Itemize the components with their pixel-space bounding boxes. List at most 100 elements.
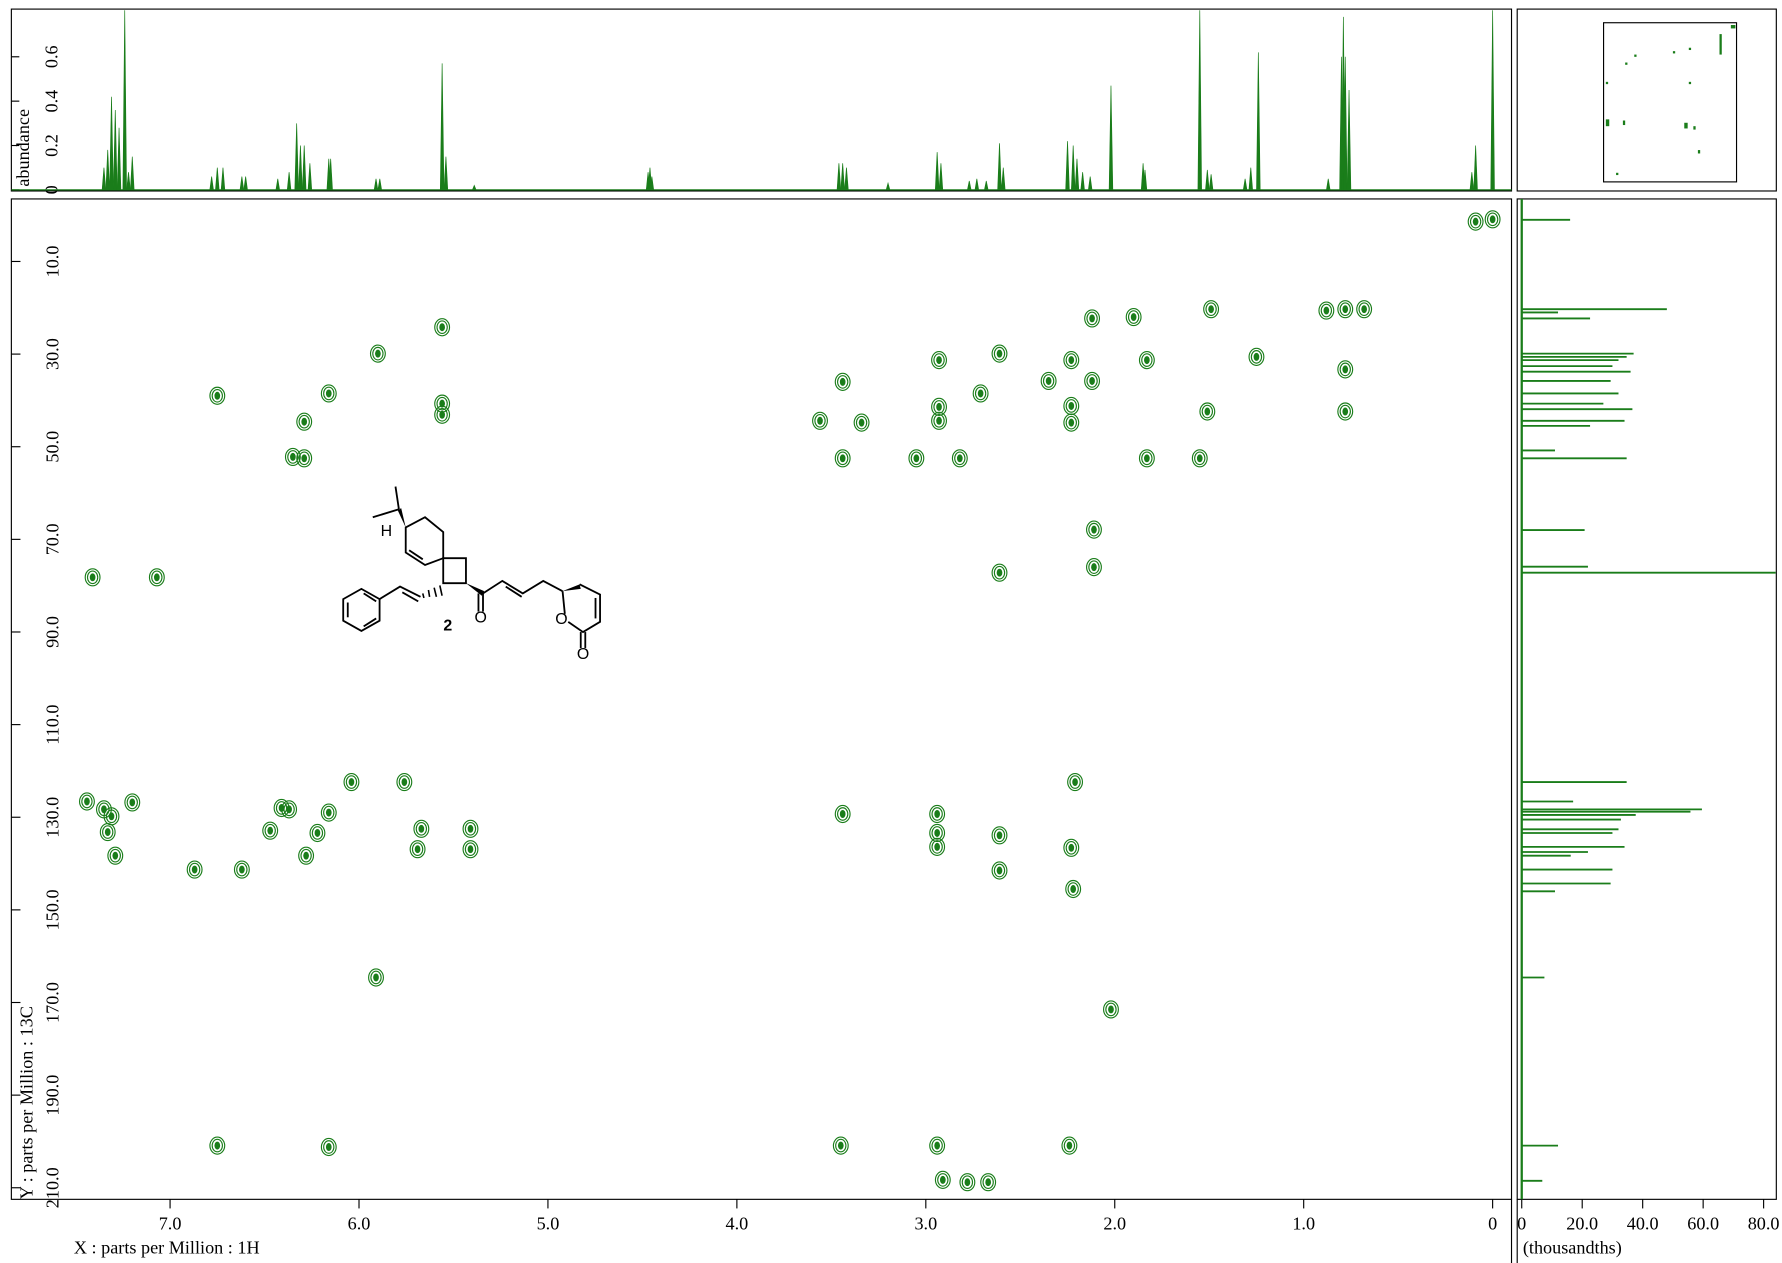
- hashed-bond: [421, 585, 443, 599]
- cross-peak: [839, 377, 846, 386]
- contour-ring: [396, 772, 413, 792]
- y-tick-label: 0.6: [42, 45, 62, 68]
- contour-ring: [1125, 307, 1142, 327]
- spectrum-peak: [239, 176, 245, 191]
- spectrum-peak: [997, 143, 1002, 191]
- contour-ring: [929, 823, 946, 843]
- contour-ring: [264, 823, 276, 838]
- spectrum-peak: [1473, 145, 1478, 191]
- contour-ring: [834, 804, 851, 824]
- bond: [363, 617, 377, 628]
- y-tick-label: 70.0: [43, 523, 63, 555]
- cross-peak: [1091, 563, 1097, 572]
- contour-ring: [124, 793, 141, 812]
- lactone-ring: [567, 583, 601, 634]
- contour-ring: [1086, 558, 1102, 577]
- contour-ring: [931, 411, 947, 430]
- x-tick-label: 6.0: [348, 1214, 371, 1234]
- contour-ring: [273, 798, 290, 818]
- contour-ring: [320, 1137, 337, 1157]
- cross-peak: [401, 778, 408, 787]
- contour-ring: [1318, 301, 1335, 320]
- cross-peak: [129, 798, 136, 807]
- spectrum-peak: [105, 149, 110, 191]
- spectrum-peak: [1080, 172, 1085, 191]
- spectrum-peak: [844, 167, 849, 191]
- contour-ring: [284, 447, 301, 467]
- contour-ring: [1486, 212, 1499, 227]
- contour-ring: [1337, 300, 1354, 319]
- contour-ring: [1141, 451, 1153, 466]
- cross-peak: [239, 865, 245, 874]
- cross-peak: [1489, 215, 1496, 224]
- contour-ring: [209, 386, 226, 405]
- contour-ring: [464, 822, 477, 836]
- contour-ring: [296, 412, 313, 431]
- cross-peak: [1342, 407, 1349, 416]
- cross-peak: [839, 454, 846, 463]
- spectrum-peak: [1205, 169, 1210, 191]
- contour-ring: [1088, 522, 1100, 537]
- contour-ring: [837, 451, 849, 466]
- spectrum-peak: [215, 167, 220, 191]
- cross-peak: [817, 416, 823, 425]
- contour-ring: [1469, 214, 1482, 229]
- spectrum-peak: [1469, 172, 1475, 191]
- contour-ring: [1203, 300, 1220, 319]
- cross-peak: [104, 828, 111, 837]
- cross-peak: [1472, 217, 1479, 226]
- plot-area: [11, 10, 1512, 191]
- cross-peak: [89, 573, 96, 582]
- bond: [561, 591, 566, 614]
- contour-ring: [1250, 350, 1263, 364]
- cross-peak: [1070, 885, 1077, 894]
- x-tick-label: 1.0: [1292, 1214, 1315, 1234]
- contour-ring: [1042, 374, 1055, 388]
- spectrum-peak: [298, 145, 303, 191]
- spectrum-peak: [967, 180, 972, 191]
- wedge: [465, 583, 485, 596]
- contour-ring: [369, 344, 386, 363]
- spectrum-peak: [934, 152, 940, 191]
- contour-ring: [81, 794, 93, 809]
- spectrum-peak: [1346, 90, 1352, 191]
- spectrum-peak: [836, 163, 842, 191]
- contour-ring: [436, 320, 448, 335]
- cross-peak: [414, 845, 421, 854]
- contour-ring: [1084, 371, 1101, 391]
- contour-ring: [1063, 351, 1080, 370]
- cross-peak: [418, 824, 425, 833]
- spectrum-peak: [1256, 52, 1261, 191]
- cross-peak: [913, 454, 920, 463]
- contour-ring: [1194, 451, 1206, 466]
- contour-ring: [1484, 210, 1501, 229]
- contour-ring: [1138, 351, 1155, 370]
- cross-peak: [934, 829, 940, 837]
- contour-ring: [1138, 449, 1155, 468]
- bond: [372, 508, 400, 519]
- x-tick-label: 3.0: [914, 1214, 937, 1234]
- overview-frame: [1516, 8, 1777, 192]
- cross-peak: [977, 389, 984, 398]
- contour-ring: [99, 822, 116, 842]
- spectrum-peak: [1326, 178, 1331, 191]
- contour-ring: [323, 805, 335, 820]
- cross-peak: [1068, 843, 1075, 852]
- y-tick-label: 210.0: [43, 1167, 63, 1208]
- contour-ring: [974, 386, 987, 401]
- contour-ring: [287, 450, 299, 464]
- y-tick-label: 190.0: [43, 1075, 63, 1116]
- contour-ring: [1063, 413, 1080, 432]
- contour-ring: [1063, 838, 1080, 857]
- contour-ring: [993, 828, 1006, 843]
- spectrum-peak: [984, 180, 989, 191]
- contour-ring: [931, 1138, 943, 1153]
- cross-peak: [278, 804, 285, 812]
- contour-ring: [1065, 399, 1077, 413]
- contour-ring: [148, 568, 165, 587]
- cross-peak: [1072, 778, 1078, 787]
- cross-peak: [837, 1141, 844, 1150]
- spectrum-peak: [471, 184, 477, 191]
- spectrum-peak: [1071, 145, 1076, 191]
